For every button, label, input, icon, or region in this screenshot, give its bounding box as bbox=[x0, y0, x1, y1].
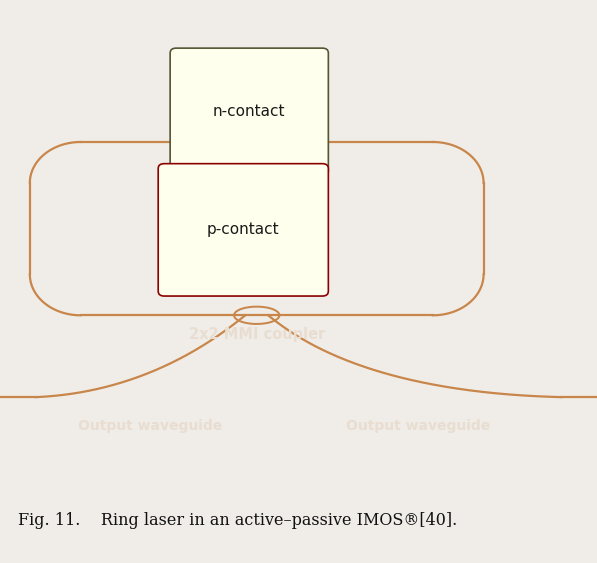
Text: Fig. 11.    Ring laser in an active–passive IMOS®[40].: Fig. 11. Ring laser in an active–passive… bbox=[18, 512, 457, 529]
Text: Output waveguide: Output waveguide bbox=[78, 419, 222, 433]
Text: n-contact: n-contact bbox=[213, 104, 285, 119]
FancyBboxPatch shape bbox=[170, 48, 328, 176]
Text: p-contact: p-contact bbox=[207, 222, 279, 238]
Text: Output waveguide: Output waveguide bbox=[346, 419, 491, 433]
Text: 2x2 MMI coupler: 2x2 MMI coupler bbox=[189, 327, 325, 342]
FancyBboxPatch shape bbox=[158, 164, 328, 296]
